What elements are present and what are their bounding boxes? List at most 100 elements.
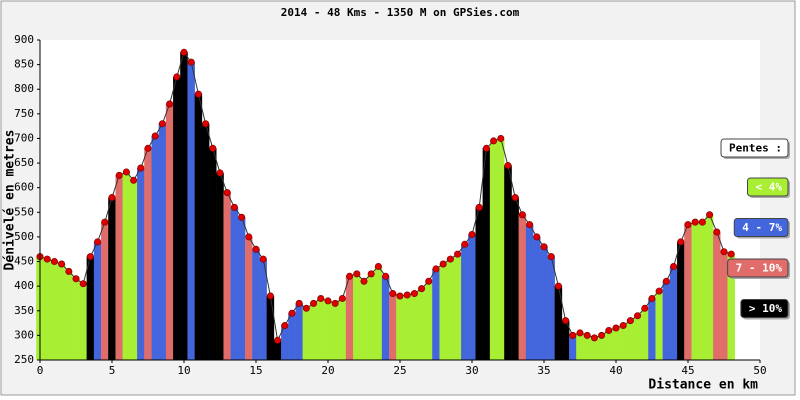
- point-marker: [374, 262, 382, 270]
- point-marker: [389, 290, 397, 298]
- point-marker: [360, 277, 368, 285]
- point-marker: [274, 336, 282, 344]
- slope-bar: [713, 231, 721, 361]
- point-marker: [432, 265, 440, 273]
- slope-bar: [453, 254, 462, 361]
- slope-bar: [432, 268, 440, 361]
- point-marker: [266, 292, 274, 300]
- point-marker: [619, 322, 627, 330]
- point-marker: [58, 260, 66, 268]
- slope-bar: [65, 271, 73, 361]
- slope-bar: [641, 308, 649, 361]
- point-marker: [461, 240, 469, 248]
- y-tick-label: 750: [14, 107, 34, 120]
- slope-bar: [619, 325, 627, 361]
- point-marker: [346, 272, 354, 280]
- slope-bar: [173, 76, 181, 361]
- point-marker: [367, 270, 375, 278]
- point-marker: [86, 253, 94, 261]
- point-marker: [245, 233, 253, 241]
- slope-bar: [691, 222, 699, 361]
- point-marker: [230, 203, 238, 211]
- slope-bar: [461, 244, 469, 361]
- slope-bar: [86, 256, 95, 361]
- point-marker: [504, 162, 512, 170]
- slope-bar: [338, 298, 347, 361]
- point-marker: [115, 171, 123, 179]
- point-marker: [490, 137, 498, 145]
- slope-bar: [669, 266, 678, 361]
- point-marker: [50, 258, 58, 266]
- legend-item: < 4%: [747, 177, 790, 198]
- slope-bar: [720, 251, 728, 361]
- x-tick-label: 35: [537, 364, 550, 377]
- point-marker: [382, 272, 390, 280]
- point-marker: [634, 312, 642, 320]
- slope-bar: [201, 123, 210, 361]
- point-marker: [626, 317, 634, 325]
- point-marker: [562, 317, 570, 325]
- slope-bar: [597, 335, 606, 361]
- slope-bar: [569, 335, 577, 361]
- legend-label: 7 - 10%: [736, 262, 783, 275]
- y-tick-label: 400: [14, 279, 34, 292]
- point-marker: [590, 334, 598, 342]
- point-marker: [65, 267, 73, 275]
- slope-bar: [705, 214, 714, 361]
- point-marker: [547, 253, 555, 261]
- legend-label: 4 - 7%: [742, 221, 782, 234]
- slope-bar: [374, 266, 383, 361]
- point-marker: [605, 326, 613, 334]
- slope-bar: [439, 263, 447, 361]
- point-marker: [122, 168, 130, 176]
- point-marker: [180, 48, 188, 56]
- y-tick-label: 800: [14, 82, 34, 95]
- point-marker: [187, 58, 195, 66]
- slope-bar: [417, 288, 426, 361]
- slope-bar: [605, 330, 613, 361]
- point-marker: [353, 270, 361, 278]
- point-marker: [331, 299, 339, 307]
- point-marker: [583, 331, 591, 339]
- point-marker: [101, 218, 109, 226]
- slope-bar: [381, 276, 390, 361]
- y-tick-label: 700: [14, 131, 34, 144]
- point-marker: [158, 120, 166, 128]
- chart-title: 2014 - 48 Kms - 1350 M on GPSies.com: [281, 6, 520, 19]
- point-marker: [698, 218, 706, 226]
- legend: Pentes : < 4% 4 - 7% 7 - 10% > 10%: [720, 138, 790, 320]
- point-marker: [533, 233, 541, 241]
- point-marker: [295, 299, 303, 307]
- slope-bar: [396, 295, 404, 361]
- point-marker: [403, 291, 411, 299]
- slope-bar: [331, 303, 339, 361]
- point-marker: [648, 294, 656, 302]
- point-marker: [576, 329, 584, 337]
- slope-bar: [367, 273, 375, 361]
- point-marker: [302, 304, 310, 312]
- slope-bar: [237, 217, 246, 361]
- point-marker: [259, 255, 267, 263]
- point-marker: [94, 238, 102, 246]
- legend-item: 4 - 7%: [733, 218, 790, 239]
- slope-bar: [626, 320, 635, 361]
- y-tick-label: 300: [14, 328, 34, 341]
- slope-bar: [216, 172, 224, 361]
- point-marker: [684, 221, 692, 229]
- legend-label: > 10%: [749, 302, 782, 315]
- point-marker: [418, 285, 426, 293]
- x-tick-label: 15: [249, 364, 262, 377]
- slope-bar: [482, 148, 491, 361]
- legend-box: [747, 177, 789, 197]
- y-tick-label: 350: [14, 304, 34, 317]
- slope-bar: [187, 62, 195, 361]
- slope-bar: [504, 165, 512, 361]
- legend-item: 7 - 10%: [727, 258, 790, 279]
- y-tick-label: 550: [14, 205, 34, 218]
- point-marker: [540, 243, 548, 251]
- slope-bar: [209, 148, 217, 361]
- legend-box: [727, 258, 789, 278]
- legend-item: > 10%: [740, 299, 790, 320]
- point-marker: [288, 309, 296, 317]
- slope-bar: [122, 171, 131, 361]
